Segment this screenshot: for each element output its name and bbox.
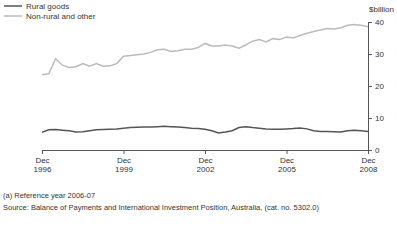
annotation: (a) Reference year 2006-07 [3,191,95,200]
legend-label: Non-rural and other [26,12,96,21]
x-tick: Dec1996 [34,150,52,174]
annotation: Source: Balance of Payments and Internat… [3,203,320,212]
y-tick-mark [368,54,372,55]
x-tick: Dec2002 [197,150,215,174]
x-tick-mark [124,150,125,154]
y-tick: 10 [368,114,384,123]
plot-area [42,25,368,133]
x-axis-line [43,151,369,155]
series-line [42,25,368,75]
x-tick-label: Dec1996 [34,156,52,174]
y-tick-label: 20 [375,82,384,91]
x-tick-label: Dec1999 [115,156,133,174]
x-tick-label: Dec2002 [197,156,215,174]
x-tick-mark [368,150,369,154]
x-tick: Dec2008 [360,150,378,174]
x-tick-label: Dec2005 [278,156,296,174]
x-tick-label: Dec2008 [360,156,378,174]
y-axis: 0 10 20 30 40 [368,18,384,155]
y-tick: 0 [368,146,380,155]
y-tick-label: 30 [375,50,384,59]
y-tick-mark [368,22,372,23]
y-tick: 40 [368,18,384,27]
y-tick-mark [368,118,372,119]
legend-label: Rural goods [26,2,69,11]
y-tick: 20 [368,82,384,91]
x-tick: Dec2005 [278,150,296,174]
y-axis-title: $billion [369,5,394,14]
y-axis-line [369,23,373,151]
legend-swatch [4,15,22,17]
x-tick-mark [42,150,43,154]
y-tick-label: 40 [375,18,384,27]
y-tick-mark [368,86,372,87]
x-tick: Dec1999 [115,150,133,174]
y-tick-label: 0 [375,146,380,155]
chart: 010203040$billionDec1996Dec1999Dec2002De… [0,0,397,227]
x-axis: Dec1996 Dec1999 Dec2002 Dec2005 Dec2008 [34,150,378,174]
series-line [42,126,368,133]
y-tick-label: 10 [375,114,384,123]
y-tick: 30 [368,50,384,59]
x-tick-mark [205,150,206,154]
legend-swatch [4,5,22,7]
x-tick-mark [287,150,288,154]
